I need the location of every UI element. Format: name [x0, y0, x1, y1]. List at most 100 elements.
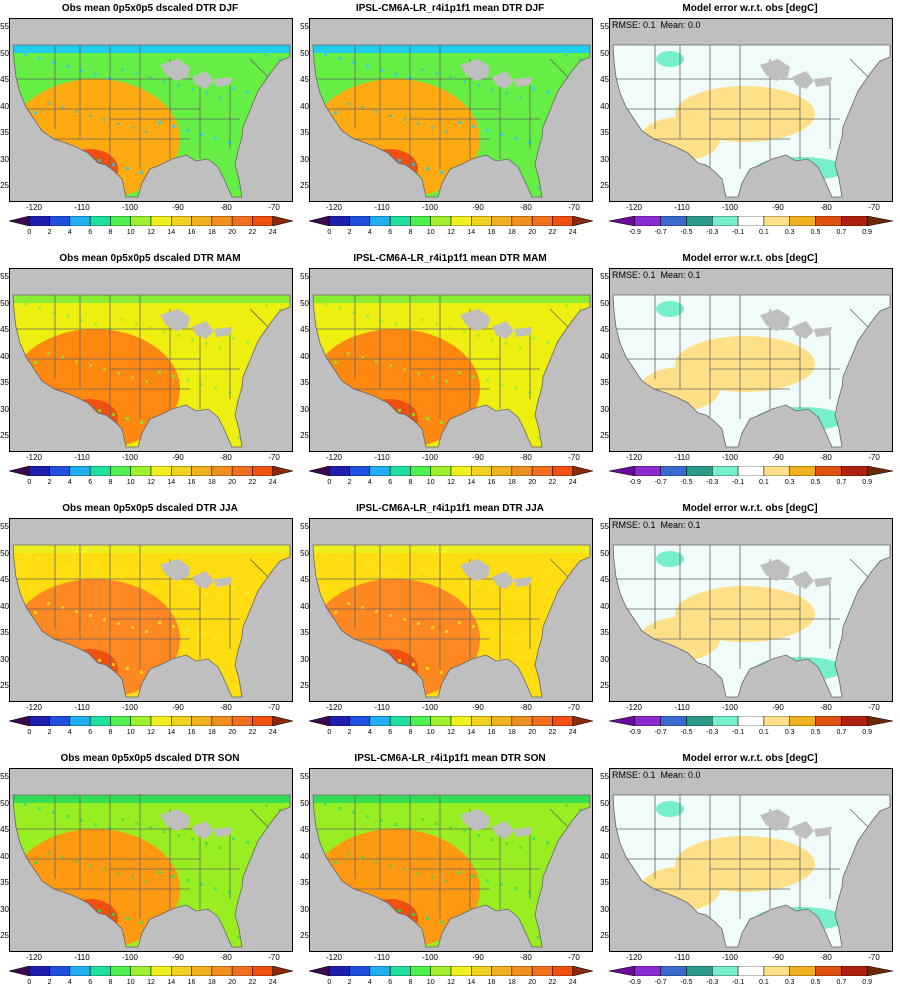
colorbar-segment: [552, 466, 573, 476]
great-lake: [214, 327, 232, 337]
us-outline: [612, 544, 891, 698]
colorbar-label: 16: [187, 729, 196, 736]
lat-tick-label: 30: [0, 154, 9, 164]
lat-tick-label: 55: [600, 22, 609, 31]
panel-title: IPSL-CM6A-LR_r4i1p1f1 mean DTR SON: [354, 753, 546, 764]
colorbar-segment: [329, 716, 350, 726]
lon-tick-label: -120: [625, 953, 642, 962]
lat-tick-label: 50: [600, 298, 609, 308]
colorbar-label: 22: [248, 479, 257, 486]
lat-tick-label: 55: [0, 272, 9, 281]
great-lake: [514, 577, 532, 587]
us-outline: [12, 544, 291, 698]
colorbar-label: -0.3: [706, 229, 719, 236]
lon-tick-label: -70: [568, 453, 580, 462]
map-svg: [12, 44, 291, 198]
lat-tick-label: 25: [300, 681, 309, 690]
lat-tick-label: 50: [600, 548, 609, 558]
colorbar-label: 18: [207, 479, 216, 486]
colorbar-label: 2: [47, 479, 52, 486]
great-lake: [760, 309, 790, 331]
colorbar-segment: [789, 466, 816, 476]
map-svg: [312, 544, 591, 698]
colorbar-segment: [572, 216, 593, 226]
colorbar-segment: [410, 216, 431, 226]
lon-tick-label: -70: [268, 203, 280, 212]
colorbar-segment: [660, 466, 687, 476]
great-lake: [160, 59, 190, 81]
lat-tick-label: 55: [0, 522, 9, 531]
lat-tick-label: 35: [600, 128, 609, 137]
great-lake: [214, 77, 232, 87]
map-frame: [9, 18, 293, 202]
colorbar-label: 16: [487, 229, 496, 236]
lon-tick-label: -110: [374, 703, 390, 712]
colorbar-label: 0: [27, 479, 32, 486]
error-stats: RMSE: 0.1 Mean: 0.1: [612, 520, 701, 530]
colorbar-label: 14: [167, 979, 176, 986]
colorbar-label: 0: [327, 229, 332, 236]
lat-tick-label: 25: [300, 431, 309, 440]
lon-tick-label: -90: [472, 953, 484, 962]
colorbar-segment: [252, 216, 273, 226]
colorbar-label: 4: [367, 729, 372, 736]
error-negative-region: [656, 301, 684, 317]
colorbar-segment: [272, 216, 293, 226]
colorbar-segment: [211, 716, 233, 726]
colorbar-label: 22: [248, 229, 257, 236]
dtr-north-band: [13, 795, 290, 803]
colorbar-label: -0.1: [732, 479, 745, 486]
lon-tick-label: -90: [472, 453, 484, 462]
colorbar-segment: [511, 966, 533, 976]
lon-tick-label: -70: [268, 953, 280, 962]
colorbar-label: 12: [147, 729, 155, 736]
panel-title: Obs mean 0p5x0p5 dscaled DTR MAM: [59, 253, 241, 264]
colorbar-label: -0.9: [628, 729, 641, 736]
colorbar-label: 0.1: [759, 979, 769, 986]
panel-title: Obs mean 0p5x0p5 dscaled DTR DJF: [61, 3, 239, 14]
great-lake: [814, 577, 832, 587]
us-outline: [12, 794, 291, 948]
colorbar-segment: [866, 716, 893, 726]
lat-tick-label: 30: [300, 404, 309, 414]
err-colorbar: [609, 716, 893, 726]
colorbar-segment: [815, 466, 842, 476]
colorbar-segment: [450, 966, 472, 976]
colorbar-segment: [763, 216, 790, 226]
lon-tick-label: -90: [172, 953, 184, 962]
map-frame: [309, 268, 593, 452]
map-svg: [312, 294, 591, 448]
colorbar-segment: [815, 216, 842, 226]
model-colorbar: [309, 716, 593, 726]
great-lake: [492, 71, 514, 89]
great-lake: [814, 327, 832, 337]
colorbar-segment: [511, 216, 533, 226]
lon-tick-label: -120: [625, 703, 642, 712]
us-outline: [312, 544, 591, 698]
lon-tick-label: -90: [172, 203, 184, 212]
panel-title: Obs mean 0p5x0p5 dscaled DTR SON: [60, 753, 240, 764]
colorbar-label: -0.7: [654, 729, 667, 736]
lon-tick-label: -100: [421, 453, 438, 462]
great-lake: [492, 321, 514, 339]
colorbar-segment: [552, 216, 573, 226]
colorbar-label: 20: [228, 229, 237, 236]
colorbar-label: 0.9: [862, 729, 873, 736]
great-lake: [792, 321, 814, 339]
colorbar-segment: [511, 466, 533, 476]
lon-tick-label: -120: [625, 453, 642, 462]
obs-panel-son: Obs mean 0p5x0p5 dscaled DTR SON 55 50 45 40…: [0, 750, 300, 1000]
colorbar-label: 10: [426, 979, 435, 986]
colorbar-segment: [89, 966, 111, 976]
lat-tick-label: 25: [600, 681, 609, 690]
lat-tick-label: 35: [0, 628, 9, 637]
lon-tick-label: -90: [472, 703, 484, 712]
colorbar-label: -0.1: [732, 229, 745, 236]
colorbar-label: 0.7: [836, 229, 847, 236]
colorbar-label: 0: [327, 979, 332, 986]
lon-tick-label: -90: [172, 703, 184, 712]
map-svg: [612, 44, 891, 198]
colorbar-segment: [309, 716, 330, 726]
colorbar-label: -0.1: [732, 979, 745, 986]
